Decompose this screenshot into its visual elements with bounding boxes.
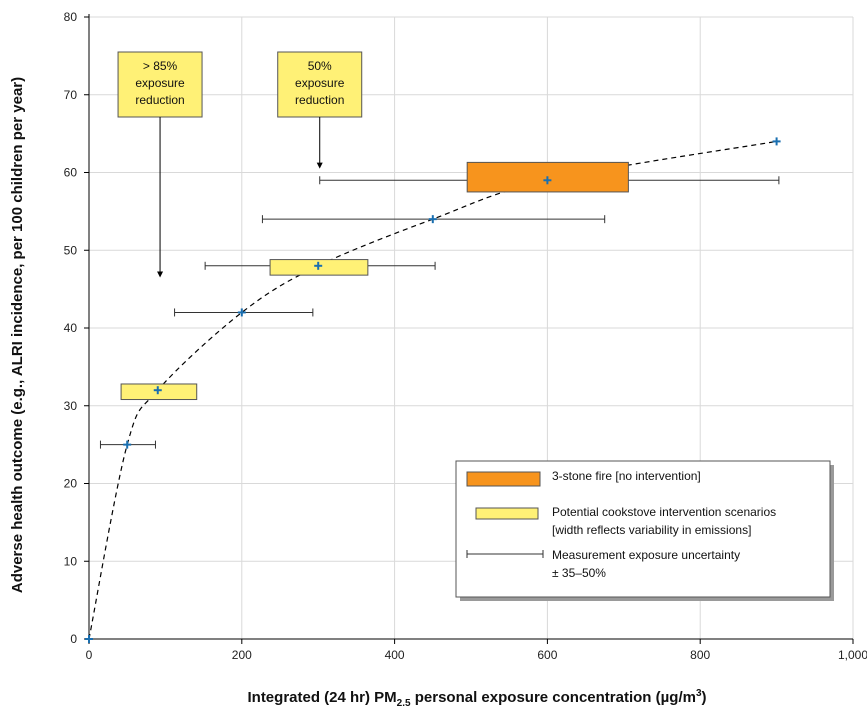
y-tick-label: 50 (64, 243, 78, 257)
legend-swatch-intervention (475, 507, 539, 520)
data-point (85, 635, 93, 643)
annotation-arrow-head (157, 271, 164, 278)
annotation-text: exposure (295, 76, 345, 90)
y-tick-label: 40 (64, 321, 78, 335)
data-point (153, 386, 162, 395)
annotation-text: > 85% (143, 59, 178, 73)
y-tick-label: 0 (70, 632, 77, 646)
annotation-text: reduction (135, 93, 184, 107)
x-tick-label: 1,000 (838, 648, 867, 662)
y-tick-label: 30 (64, 399, 78, 413)
legend-label: ± 35–50% (552, 566, 606, 580)
x-tick-label: 0 (86, 648, 93, 662)
y-tick-label: 70 (64, 88, 78, 102)
x-tick-label: 400 (385, 648, 405, 662)
x-tick-label: 600 (537, 648, 557, 662)
legend-swatch-stove (466, 471, 541, 487)
x-tick-label: 200 (232, 648, 252, 662)
y-tick-label: 60 (64, 166, 78, 180)
y-tick-label: 80 (64, 10, 78, 24)
annotation-text: 50% (308, 59, 332, 73)
data-point (428, 215, 437, 224)
x-axis-title-rest: personal exposure concentration (µg/m (411, 689, 696, 706)
annotation-arrow-head (316, 162, 323, 169)
annotation-text: reduction (295, 93, 344, 107)
annotation-text: exposure (135, 76, 185, 90)
legend-item: 3-stone fire [no intervention] (466, 469, 701, 487)
annotations: > 85% exposure reduction 50% exposure reducti… (117, 51, 363, 278)
range-boxes (120, 161, 629, 401)
x-axis-title-end: ) (702, 689, 707, 706)
legend-item: Potential cookstove intervention scenari… (475, 505, 776, 537)
annotation-box (117, 51, 203, 118)
legend-label: [width reflects variability in emissions… (552, 523, 751, 537)
data-point (314, 261, 323, 270)
data-point (772, 137, 781, 146)
x-axis-title-subscript: 2.5 (397, 698, 411, 709)
x-tick-label: 800 (690, 648, 710, 662)
x-axis-title-main: Integrated (24 hr) PM (247, 689, 396, 706)
intervention-box (120, 383, 198, 401)
data-points (85, 137, 781, 643)
legend-label: Potential cookstove intervention scenari… (552, 505, 776, 519)
annotation-callout: 50% exposure reduction (277, 51, 363, 169)
data-point (543, 176, 552, 185)
y-tick-label: 20 (64, 477, 78, 491)
legend-label: 3-stone fire [no intervention] (552, 469, 701, 483)
x-axis-title: Integrated (24 hr) PM2.5 personal exposu… (247, 688, 706, 709)
y-axis-title: Adverse health outcome (e.g., ALRI incid… (9, 77, 26, 593)
legend-label: Measurement exposure uncertainty (552, 548, 740, 562)
annotation-callout: > 85% exposure reduction (117, 51, 203, 278)
legend: 3-stone fire [no intervention] Potential … (455, 460, 834, 601)
legend-item: Measurement exposure uncertainty ± 35–50% (466, 548, 740, 580)
data-point (237, 308, 246, 317)
x-axis-title-superscript: 3 (696, 688, 702, 699)
y-tick-label: 10 (64, 554, 78, 568)
annotation-box (277, 51, 363, 118)
data-point (123, 440, 132, 449)
